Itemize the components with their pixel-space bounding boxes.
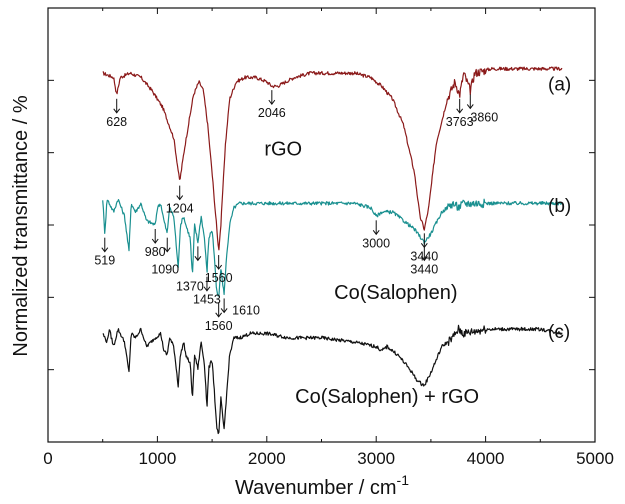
annotation-arrowhead xyxy=(372,230,380,236)
annotation-arrowhead xyxy=(220,308,228,314)
annotation-label: 3763 xyxy=(446,115,474,129)
series-line-a xyxy=(102,66,563,251)
panel-label: (b) xyxy=(548,196,571,217)
annotation-label: 1370 xyxy=(176,279,204,293)
x-tick-label: 2000 xyxy=(248,449,286,468)
x-tick-label: 5000 xyxy=(576,449,614,468)
x-tick-label: 3000 xyxy=(357,449,395,468)
annotation-arrowhead xyxy=(268,99,276,105)
annotation-label: 1090 xyxy=(151,263,179,277)
annotation-label: 3440 xyxy=(410,262,438,276)
x-axis-title-superscript: -1 xyxy=(397,472,410,488)
panel-label: (a) xyxy=(548,74,571,95)
annotation-arrowhead xyxy=(113,108,121,114)
series-name-label: rGO xyxy=(264,139,302,161)
x-tick-label: 0 xyxy=(43,449,52,468)
annotation-label: 628 xyxy=(106,115,127,129)
x-tick-label: 4000 xyxy=(467,449,505,468)
annotation-label: 1610 xyxy=(232,303,260,317)
annotation-arrowhead xyxy=(215,264,223,270)
series-group xyxy=(102,66,563,435)
annotation-label: 1453 xyxy=(193,293,221,307)
annotation-arrowhead xyxy=(215,312,223,318)
y-axis-title: Normalized transmittance / % xyxy=(10,95,32,356)
annotation-arrowhead xyxy=(203,286,211,292)
x-tick-label: 1000 xyxy=(138,449,176,468)
annotation-arrowhead xyxy=(466,104,474,110)
annotation-label: 1560 xyxy=(205,319,233,333)
annotation-arrowhead xyxy=(420,256,428,262)
annotation-label: 2046 xyxy=(258,106,286,120)
annotation-arrowhead xyxy=(194,256,202,262)
axis-ticks: 0 1000 2000 3000 4000 5000 xyxy=(43,7,614,468)
annotation-arrowhead xyxy=(101,247,109,253)
annotation-label: 1204 xyxy=(166,202,194,216)
series-name-label: Co(Salophen) xyxy=(334,282,457,304)
annotation-label: 3000 xyxy=(362,236,390,250)
annotation-arrowhead xyxy=(456,108,464,114)
annotation-label: 3860 xyxy=(470,110,498,124)
series-line-c xyxy=(102,324,563,435)
annotation-arrowhead xyxy=(163,247,171,253)
x-axis-title: Wavenumber / cm-1 xyxy=(235,472,409,499)
panel-label: (c) xyxy=(548,322,570,343)
annotation-label: 519 xyxy=(94,254,115,268)
series-name-label: Co(Salophen) + rGO xyxy=(295,386,479,408)
series-line-b xyxy=(102,198,563,297)
x-axis-title-main: Wavenumber / cm xyxy=(235,477,397,499)
annotation-label: 980 xyxy=(145,245,166,259)
annotation-label: 1560 xyxy=(205,271,233,285)
annotation-arrowhead xyxy=(151,238,159,244)
annotation-arrowhead xyxy=(176,195,184,201)
